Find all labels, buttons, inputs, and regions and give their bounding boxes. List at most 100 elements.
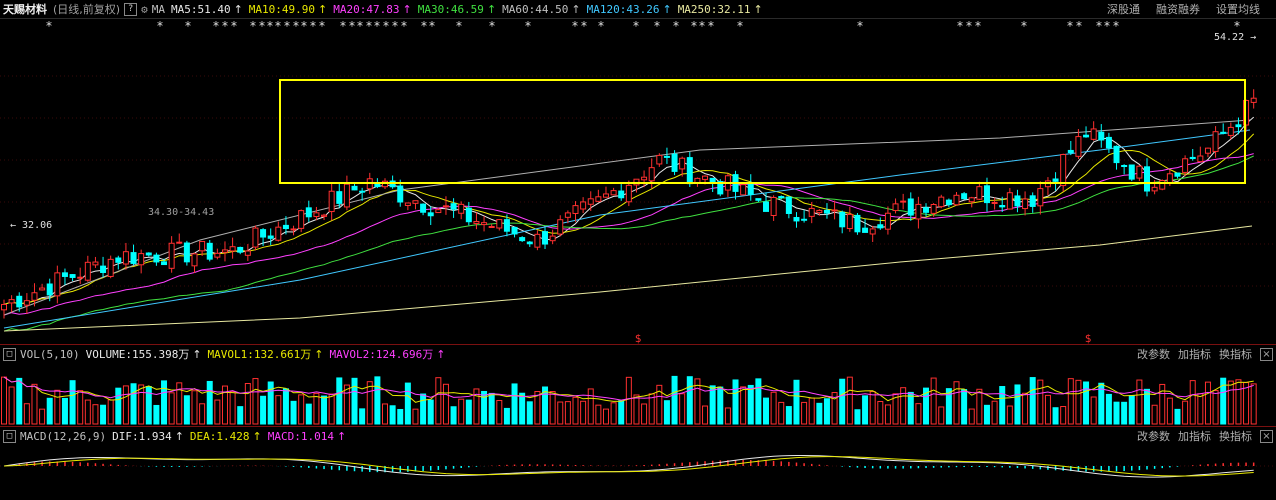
volume-bar [945,388,952,425]
candle-body [23,300,30,306]
volume-bar [77,390,84,425]
volume-bar [884,404,891,425]
stock-name[interactable]: 天赐材料 [3,3,47,16]
candle-body [69,274,76,278]
volume-bar [282,388,289,425]
volume-settings-icon[interactable]: □ [3,347,16,361]
volume-bar [1151,404,1158,425]
volume-switch-indicator[interactable]: 换指标 [1219,348,1252,361]
candle-body [1197,155,1204,163]
macd-edit-params[interactable]: 改参数 [1137,430,1170,443]
volume-bar [907,391,914,425]
volume-bar [305,403,312,425]
candle-body [1083,134,1090,138]
volume-bar [176,382,183,425]
star-marker: * [156,19,163,33]
volume-bar [587,388,594,425]
up-arrow-icon: ↑ [336,429,347,443]
ma-indicator-label[interactable]: MA [151,2,165,16]
star-marker: * [318,19,325,33]
star-marker: * [488,19,495,33]
candle-body [1174,172,1181,177]
ma-value-0: MA5:51.40 [170,2,231,16]
volume-bar [1197,393,1204,425]
volume-bar [724,407,731,425]
macd-close-icon[interactable]: × [1260,429,1273,443]
volume-bar [808,397,815,425]
star-marker: * [45,19,52,33]
volume-close-icon[interactable]: × [1260,347,1273,361]
candle-body [641,176,648,181]
candle-body [862,227,869,233]
gear-icon[interactable]: ⚙ [141,2,148,16]
volume-bar [923,387,930,425]
candle-body [991,201,998,204]
candle-body [260,229,267,238]
candle-body [1,303,7,311]
candle-body [755,198,762,201]
candle-body [1227,126,1234,136]
vol-value-2: MAVOL2:124.696万 [329,348,434,361]
volume-bar [54,389,61,425]
candle-body [503,219,510,232]
volume-bar [572,396,579,425]
link-shenguto[interactable]: 深股通 [1107,3,1140,16]
candle-body [1189,156,1196,160]
link-margin-trading[interactable]: 融资融券 [1156,3,1200,16]
candle-body [244,250,251,256]
macd-add-indicator[interactable]: 加指标 [1178,430,1211,443]
volume-bar [511,383,518,425]
volume-bar [206,380,213,425]
star-marker: * [856,19,863,33]
candle-body [900,200,907,203]
volume-bar [298,394,305,425]
candle-body [1029,195,1036,207]
star-marker: * [400,19,407,33]
candle-body [16,295,23,308]
volume-bar [839,378,846,425]
vol-value-1: MAVOL1:132.661万 [207,348,312,361]
candle-body [435,209,442,214]
star-marker: * [698,19,705,33]
candle-body [663,155,670,158]
candle-body [130,252,137,264]
candle-body [930,203,937,214]
volume-indicator-name[interactable]: VOL(5,10) [20,347,80,361]
star-marker: * [249,19,256,33]
candle-body [534,233,541,248]
star-marker: * [356,19,363,33]
star-marker: * [690,19,697,33]
volume-bar [100,404,107,425]
volume-bar [481,390,488,425]
candle-body [229,246,236,252]
candle-body [199,240,206,252]
volume-bar [389,405,396,425]
link-set-ma[interactable]: 设置均线 [1216,3,1260,16]
candle-body [923,207,930,213]
volume-bar [1006,405,1013,425]
volume-bar [1052,407,1059,425]
candle-body [823,209,830,214]
macd-settings-icon[interactable]: □ [3,429,16,443]
candle-body [801,218,808,221]
volume-add-indicator[interactable]: 加指标 [1178,348,1211,361]
help-icon[interactable]: ? [124,2,138,16]
candle-body [328,190,335,213]
volume-edit-params[interactable]: 改参数 [1137,348,1170,361]
volume-bar [145,385,152,425]
volume-bar [625,376,632,425]
up-arrow-icon: ↑ [486,2,497,16]
dollar-marker: $ [1085,332,1092,345]
candle-body [1060,154,1067,187]
volume-bar [785,406,792,425]
candle-body [8,299,15,304]
macd-indicator-name[interactable]: MACD(12,26,9) [20,429,107,443]
candle-body [473,221,480,224]
volume-bar [488,392,495,425]
macd-switch-indicator[interactable]: 换指标 [1219,430,1252,443]
range-label: 34.30-34.43 [148,207,214,218]
volume-bar [84,399,91,425]
candle-body [61,272,68,277]
volume-bar [953,381,960,425]
